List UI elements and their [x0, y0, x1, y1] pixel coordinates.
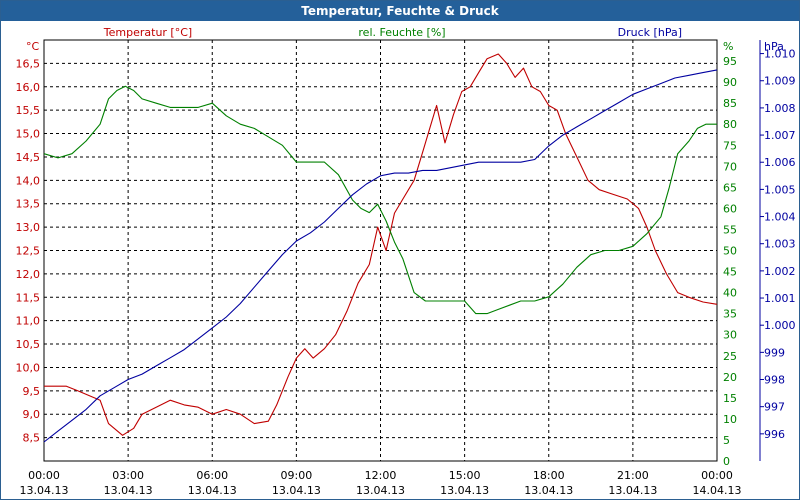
x-tick-date: 13.04.13: [524, 484, 573, 497]
humidity-tick-label: 75: [723, 139, 737, 152]
temperature-axis-label: Temperatur [°C]: [103, 26, 192, 39]
humidity-tick-label: 70: [723, 160, 737, 173]
humidity-axis-label: rel. Feuchte [%]: [358, 26, 445, 39]
humidity-tick-label: 90: [723, 76, 737, 89]
pressure-tick-label: 996: [764, 428, 785, 441]
x-tick-time: 21:00: [617, 469, 649, 482]
x-tick-time: 00:00: [701, 469, 733, 482]
temperature-unit-label: °C: [26, 40, 40, 53]
x-tick-time: 15:00: [449, 469, 481, 482]
pressure-tick-label: 1.002: [764, 265, 796, 278]
x-tick-date: 13.04.13: [272, 484, 321, 497]
temperature-tick-label: 12,5: [16, 245, 41, 258]
x-tick-time: 18:00: [533, 469, 565, 482]
temperature-tick-label: 9,0: [23, 408, 41, 421]
tick-labels: 00:00 13.04.13 03:00 13.04.13 06:00 13.04.13 0…: [16, 48, 796, 497]
pressure-tick-label: 1.000: [764, 319, 796, 332]
x-tick-date: 13.04.13: [104, 484, 153, 497]
humidity-tick-label: 65: [723, 181, 737, 194]
temperature-tick-label: 14,5: [16, 151, 41, 164]
temperature-tick-label: 11,5: [16, 291, 41, 304]
temperature-tick-label: 12,0: [16, 268, 41, 281]
grid: [44, 40, 717, 461]
temperature-tick-label: 13,0: [16, 221, 41, 234]
x-tick-date: 13.04.13: [188, 484, 237, 497]
pressure-tick-label: 1.008: [764, 102, 796, 115]
temperature-tick-label: 16,5: [16, 57, 41, 70]
window-title: Temperatur, Feuchte & Druck: [1, 1, 799, 21]
x-tick-time: 06:00: [196, 469, 228, 482]
humidity-tick-label: 55: [723, 223, 737, 236]
temperature-tick-label: 11,0: [16, 315, 41, 328]
humidity-tick-label: 45: [723, 266, 737, 279]
humidity-tick-label: 0: [723, 455, 730, 468]
temperature-tick-label: 15,0: [16, 128, 41, 141]
pressure-tick-label: 1.009: [764, 75, 796, 88]
x-tick-time: 12:00: [365, 469, 397, 482]
pressure-tick-label: 999: [764, 346, 785, 359]
x-tick-time: 00:00: [28, 469, 60, 482]
humidity-tick-label: 5: [723, 434, 730, 447]
pressure-tick-label: 1.005: [764, 183, 796, 196]
humidity-tick-label: 25: [723, 350, 737, 363]
temperature-tick-label: 14,0: [16, 174, 41, 187]
temperature-tick-label: 10,5: [16, 338, 41, 351]
pressure-series-line: [43, 69, 718, 443]
pressure-tick-label: 1.010: [764, 48, 796, 61]
temperature-tick-label: 9,5: [23, 385, 41, 398]
pressure-tick-label: 1.001: [764, 292, 796, 305]
humidity-tick-label: 80: [723, 118, 737, 131]
humidity-tick-label: 60: [723, 202, 737, 215]
pressure-unit-label: hPa: [764, 40, 784, 53]
pressure-axis-label: Druck [hPa]: [618, 26, 682, 39]
temperature-tick-label: 10,0: [16, 361, 41, 374]
x-tick-time: 09:00: [281, 469, 313, 482]
humidity-tick-label: 10: [723, 413, 737, 426]
humidity-tick-label: 20: [723, 371, 737, 384]
humidity-tick-label: 50: [723, 245, 737, 258]
humidity-tick-label: 35: [723, 308, 737, 321]
humidity-tick-label: 85: [723, 97, 737, 110]
pressure-tick-label: 998: [764, 374, 785, 387]
x-tick-date: 13.04.13: [20, 484, 69, 497]
temperature-series-line: [44, 53, 718, 436]
humidity-tick-label: 15: [723, 392, 737, 405]
temperature-tick-label: 8,5: [23, 432, 41, 445]
temperature-tick-label: 13,5: [16, 198, 41, 211]
pressure-tick-label: 997: [764, 401, 785, 414]
humidity-tick-label: 30: [723, 329, 737, 342]
x-tick-date: 13.04.13: [608, 484, 657, 497]
humidity-unit-label: %: [723, 40, 733, 53]
x-tick-date: 14.04.13: [693, 484, 742, 497]
humidity-series-line: [43, 85, 717, 315]
pressure-tick-label: 1.004: [764, 211, 796, 224]
pressure-tick-label: 1.007: [764, 129, 796, 142]
temperature-tick-label: 15,5: [16, 104, 41, 117]
temperature-tick-label: 16,0: [16, 81, 41, 94]
x-tick-time: 03:00: [112, 469, 144, 482]
humidity-tick-label: 95: [723, 55, 737, 68]
pressure-tick-label: 1.003: [764, 238, 796, 251]
humidity-tick-label: 40: [723, 287, 737, 300]
x-tick-date: 13.04.13: [440, 484, 489, 497]
x-tick-date: 13.04.13: [356, 484, 405, 497]
series-layer: [43, 53, 718, 443]
pressure-tick-label: 1.006: [764, 156, 796, 169]
